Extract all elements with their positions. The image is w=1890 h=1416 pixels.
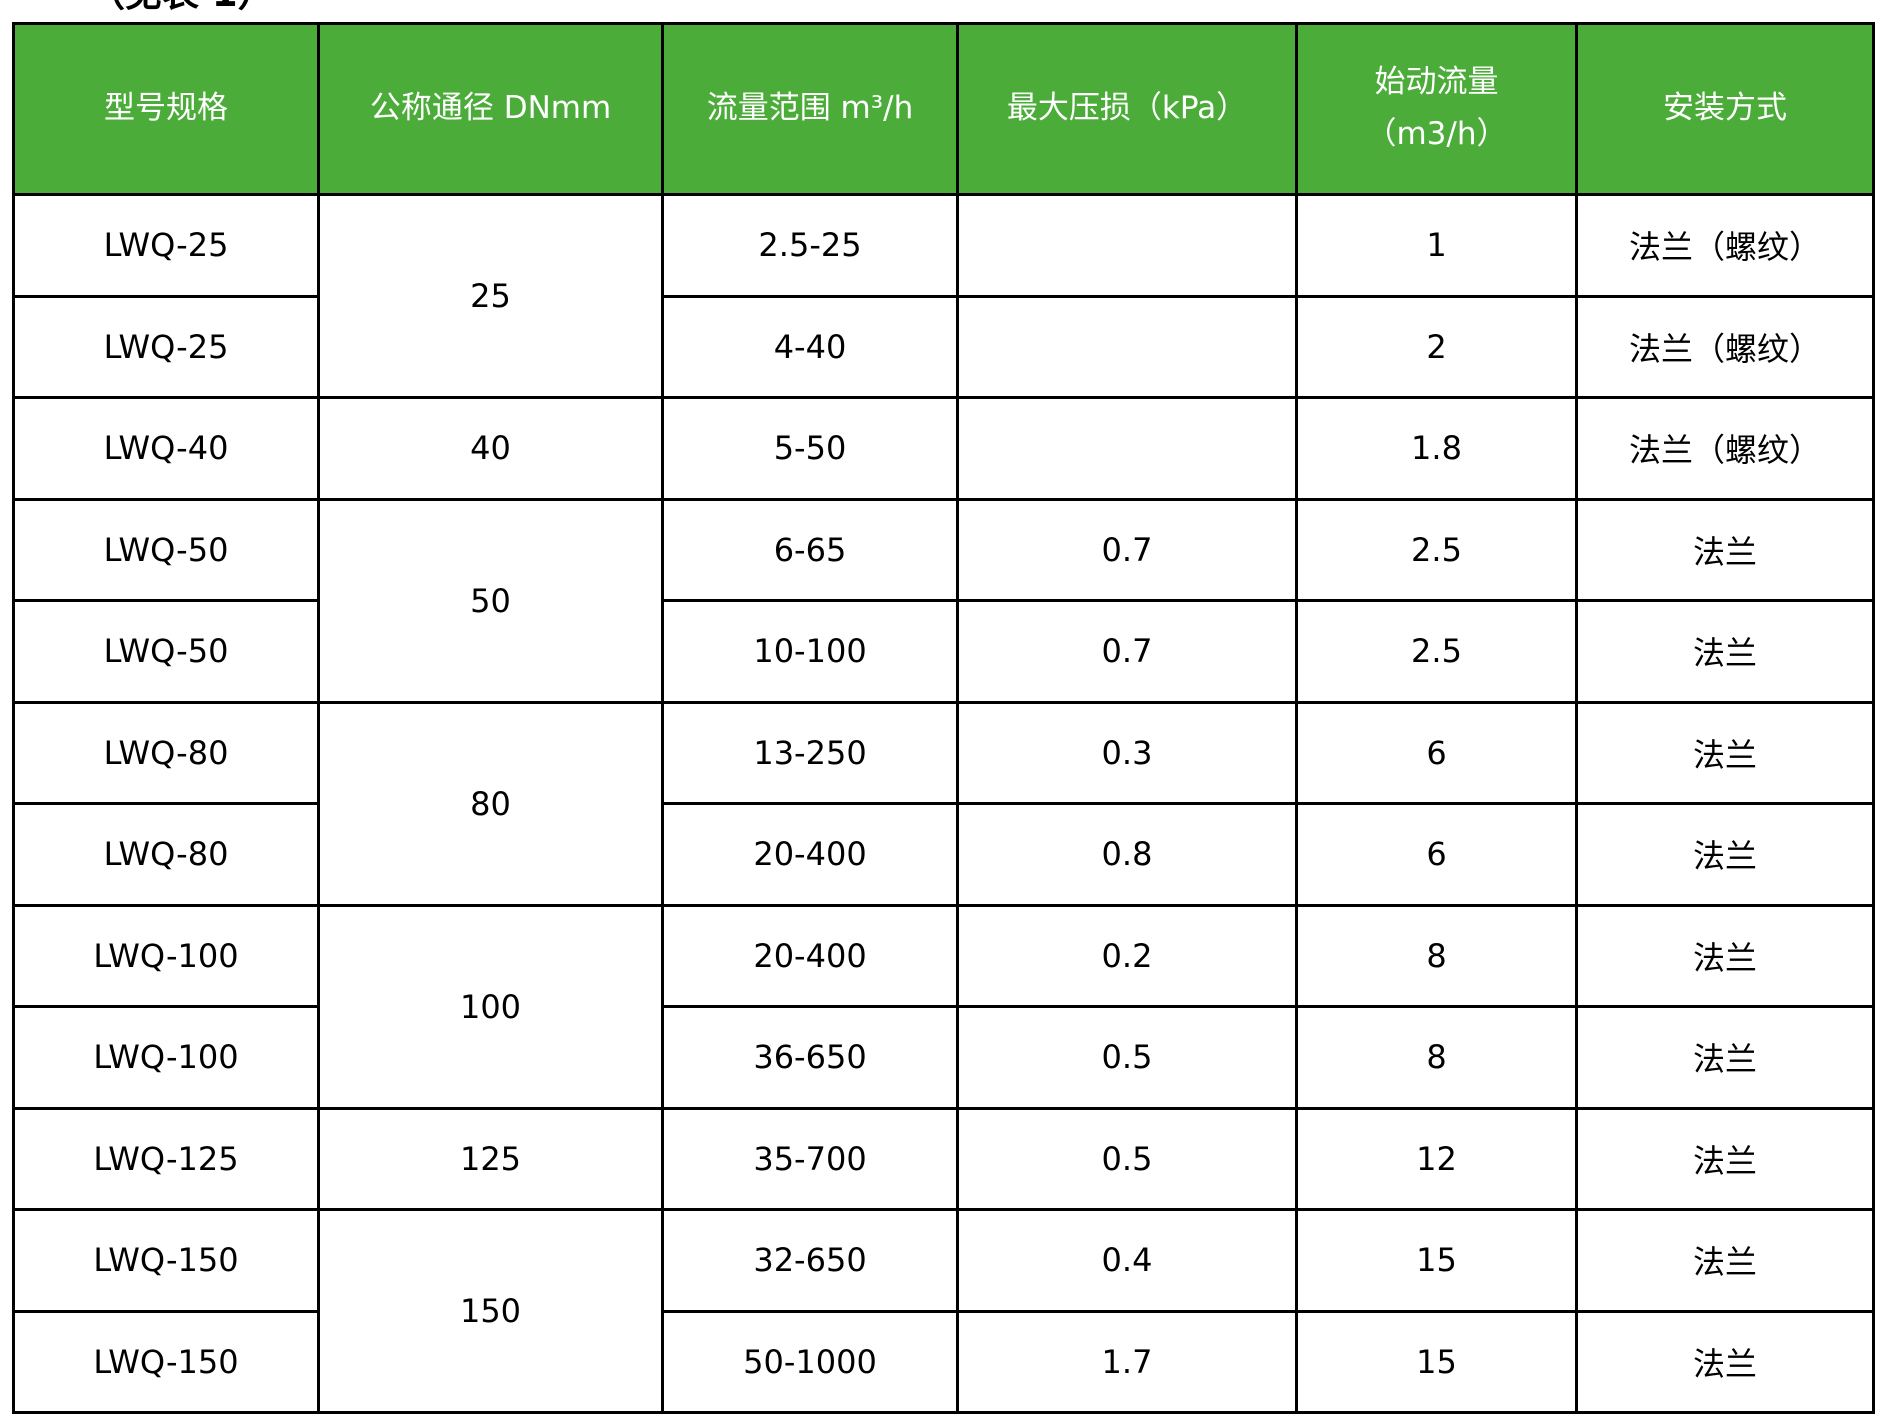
cell-max-pressure-loss: 1.7 [956, 1309, 1298, 1414]
cell-flow-range: 6-65 [661, 497, 959, 602]
cell-install: 法兰 [1575, 903, 1875, 1008]
partial-caption: （见表 1） [88, 0, 275, 17]
cell-model: LWQ-25 [12, 294, 320, 399]
header-install-label: 安装方式 [1663, 90, 1787, 127]
cell-max-pressure-loss: 0.5 [956, 1106, 1298, 1211]
cell-model: LWQ-100 [12, 1005, 320, 1110]
cell-start-flow: 2.5 [1295, 497, 1578, 602]
cell-dn: 40 [317, 396, 664, 501]
header-start-flow-unit: （m3/h） [1365, 116, 1508, 152]
cell-model: LWQ-150 [12, 1208, 320, 1313]
cell-install: 法兰 [1575, 497, 1875, 602]
cell-install: 法兰 [1575, 700, 1875, 805]
cell-install: 法兰（螺纹） [1575, 193, 1875, 298]
cell-flow-range: 20-400 [661, 802, 959, 907]
cell-dn: 150 [317, 1208, 664, 1414]
table-row: LWQ-80 80 13-250 0.3 6 法兰 [12, 700, 1875, 907]
cell-dn: 80 [317, 700, 664, 907]
table-row: LWQ-100 100 20-400 0.2 8 法兰 [12, 903, 1875, 1110]
cell-install: 法兰 [1575, 1208, 1875, 1313]
cell-flow-range: 2.5-25 [661, 193, 959, 298]
cell-dn: 25 [317, 193, 664, 399]
cell-model: LWQ-100 [12, 903, 320, 1008]
spec-table-body: LWQ-25 25 2.5-25 1 法兰（螺纹） LWQ-25 4-40 2 … [12, 193, 1875, 1414]
cell-install: 法兰 [1575, 599, 1875, 704]
cell-start-flow: 8 [1295, 1005, 1578, 1110]
header-max-pressure-loss: 最大压损（kPa） [956, 22, 1298, 196]
cell-flow-range: 35-700 [661, 1106, 959, 1211]
cell-max-pressure-loss: 0.5 [956, 1005, 1298, 1110]
header-row: 型号规格 公称通径 DNmm 流量范围 m³/h 最大压损（kPa） 始动流量 [12, 22, 1875, 196]
table-row: LWQ-25 25 2.5-25 1 法兰（螺纹） [12, 193, 1875, 399]
cell-model: LWQ-25 [12, 193, 320, 298]
cell-start-flow: 8 [1295, 903, 1578, 1008]
cell-start-flow: 15 [1295, 1208, 1578, 1313]
table-row: LWQ-125 125 35-700 0.5 12 法兰 [12, 1106, 1875, 1211]
cell-flow-range: 50-1000 [661, 1309, 959, 1414]
header-max-pressure-loss-label: 最大压损（kPa） [1006, 90, 1248, 127]
cell-dn: 50 [317, 497, 664, 704]
cell-model: LWQ-80 [12, 802, 320, 907]
table-row: LWQ-100 36-650 0.5 8 法兰 [12, 1005, 1875, 1110]
cell-install: 法兰 [1575, 1005, 1875, 1110]
table-row: LWQ-50 10-100 0.7 2.5 法兰 [12, 599, 1875, 704]
table-row: LWQ-150 50-1000 1.7 15 法兰 [12, 1309, 1875, 1414]
cell-model: LWQ-150 [12, 1309, 320, 1414]
table-row: LWQ-80 20-400 0.8 6 法兰 [12, 802, 1875, 907]
header-flow-range-label: 流量范围 m³/h [706, 90, 914, 127]
cell-max-pressure-loss: 0.8 [956, 802, 1298, 907]
cell-start-flow: 6 [1295, 700, 1578, 805]
cell-install: 法兰（螺纹） [1575, 294, 1875, 399]
cell-flow-range: 20-400 [661, 903, 959, 1008]
header-model-label: 型号规格 [104, 90, 228, 127]
header-dn-label: 公称通径 DNmm [369, 90, 612, 127]
cell-flow-range: 4-40 [661, 294, 959, 399]
cell-start-flow: 12 [1295, 1106, 1578, 1211]
table-row: LWQ-40 40 5-50 1.8 法兰（螺纹） [12, 396, 1875, 501]
header-dn: 公称通径 DNmm [317, 22, 664, 196]
cell-max-pressure-loss: 0.7 [956, 497, 1298, 602]
cell-dn: 100 [317, 903, 664, 1110]
cell-model: LWQ-50 [12, 599, 320, 704]
header-start-flow: 始动流量 （m3/h） [1295, 22, 1578, 196]
cell-flow-range: 10-100 [661, 599, 959, 704]
table-row: LWQ-150 150 32-650 0.4 15 法兰 [12, 1208, 1875, 1414]
cell-install: 法兰 [1575, 1309, 1875, 1414]
cell-max-pressure-loss [956, 396, 1298, 501]
spec-table-header: 型号规格 公称通径 DNmm 流量范围 m³/h 最大压损（kPa） 始动流量 [12, 22, 1875, 196]
cell-start-flow: 2.5 [1295, 599, 1578, 704]
table-row: LWQ-50 50 6-65 0.7 2.5 法兰 [12, 497, 1875, 704]
cell-model: LWQ-50 [12, 497, 320, 602]
header-flow-range: 流量范围 m³/h [661, 22, 959, 196]
cell-start-flow: 1 [1295, 193, 1578, 298]
cell-model: LWQ-40 [12, 396, 320, 501]
cell-max-pressure-loss: 0.7 [956, 599, 1298, 704]
cell-install: 法兰 [1575, 802, 1875, 907]
header-model: 型号规格 [12, 22, 320, 196]
cell-model: LWQ-80 [12, 700, 320, 805]
cell-start-flow: 6 [1295, 802, 1578, 907]
cell-max-pressure-loss [956, 193, 1298, 298]
header-start-flow-label: 始动流量 [1374, 64, 1499, 101]
cell-install: 法兰（螺纹） [1575, 396, 1875, 501]
cell-max-pressure-loss: 0.3 [956, 700, 1298, 805]
cell-max-pressure-loss [956, 294, 1298, 399]
header-install: 安装方式 [1575, 22, 1875, 196]
cell-max-pressure-loss: 0.2 [956, 903, 1298, 1008]
cell-start-flow: 15 [1295, 1309, 1578, 1414]
cell-max-pressure-loss: 0.4 [956, 1208, 1298, 1313]
cell-install: 法兰 [1575, 1106, 1875, 1211]
cell-start-flow: 1.8 [1295, 396, 1578, 501]
table-row: LWQ-25 4-40 2 法兰（螺纹） [12, 294, 1875, 399]
spec-table: 型号规格 公称通径 DNmm 流量范围 m³/h 最大压损（kPa） 始动流量 [12, 22, 1875, 1414]
cell-flow-range: 36-650 [661, 1005, 959, 1110]
partial-caption-text: （见表 1） [88, 0, 275, 17]
cell-start-flow: 2 [1295, 294, 1578, 399]
cell-flow-range: 13-250 [661, 700, 959, 805]
cell-flow-range: 32-650 [661, 1208, 959, 1313]
cell-dn: 125 [317, 1106, 664, 1211]
cell-model: LWQ-125 [12, 1106, 320, 1211]
cell-flow-range: 5-50 [661, 396, 959, 501]
